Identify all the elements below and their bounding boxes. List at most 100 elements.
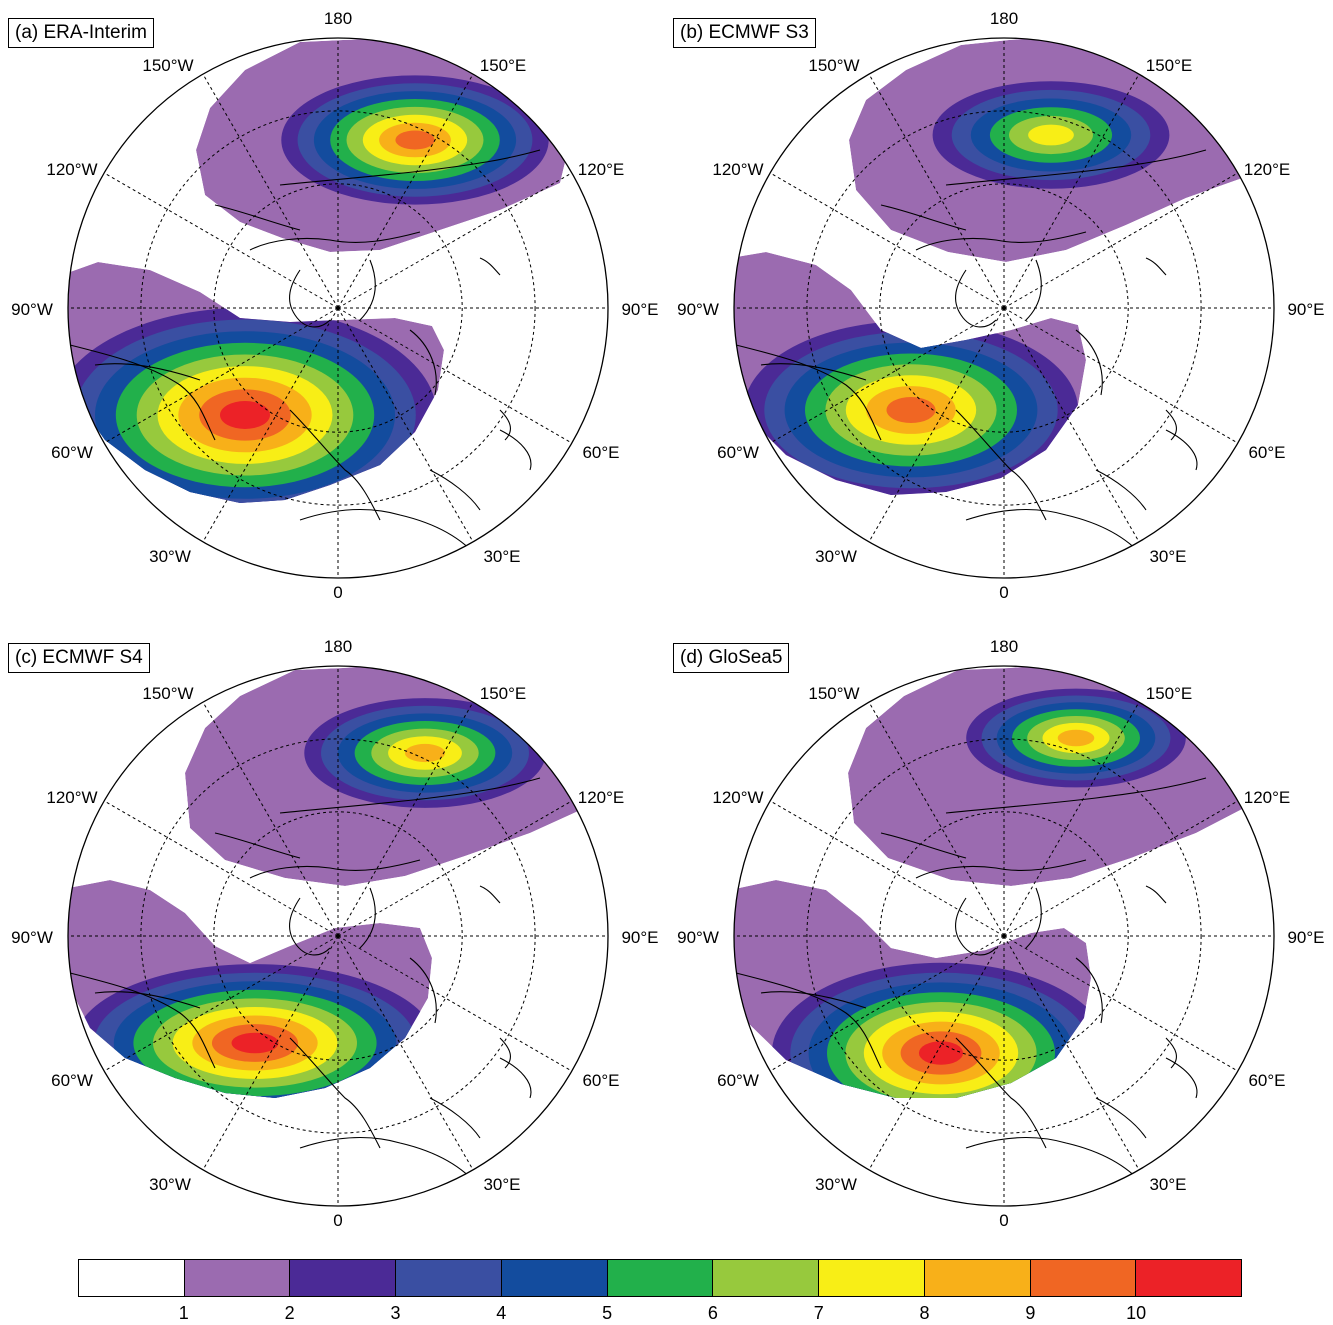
panel-title-b: (b) ECMWF S3 xyxy=(673,18,816,48)
coastline xyxy=(1075,957,1103,1024)
polar-map-b: 180 0 90°W 90°E 150°W 120°W 150°E 120°E 60°W 30°W… xyxy=(677,9,1324,602)
longitude-label: 90°E xyxy=(1287,300,1324,319)
longitude-label: 150°W xyxy=(142,684,193,703)
longitude-label: 90°W xyxy=(11,300,53,319)
map-panel-d: 180 0 90°W 90°E 150°W 120°W 150°E 120°E 60°W 30°W… xyxy=(666,628,1332,1248)
coastline xyxy=(359,887,376,949)
colorbar-tick-label: 3 xyxy=(390,1303,401,1323)
meridian-line xyxy=(337,172,573,309)
longitude-label: 150°W xyxy=(142,56,193,75)
coastline xyxy=(955,1037,1047,1149)
coastline xyxy=(479,257,501,276)
longitude-label: 30°E xyxy=(1149,547,1186,566)
coastline xyxy=(409,329,437,396)
jet-contours xyxy=(734,38,1256,495)
meridian-line xyxy=(337,307,474,543)
longitude-label: 120°E xyxy=(578,160,625,179)
colorbar-tick-label: 8 xyxy=(919,1303,930,1323)
longitude-label: 150°E xyxy=(480,56,527,75)
coastline xyxy=(1095,1097,1147,1139)
meridian-line xyxy=(868,701,1005,937)
colorbar-tick-label: 4 xyxy=(496,1303,507,1323)
map-panel-c: 180 0 90°W 90°E 150°W 120°W 150°E 120°E 60°W 30°W… xyxy=(0,628,666,1248)
coastline xyxy=(945,149,1207,186)
map-boundary xyxy=(67,37,609,579)
colorbar-tick-label: 10 xyxy=(1126,1303,1147,1323)
jet-contours xyxy=(68,666,588,1098)
colorbar-swatch-0 xyxy=(79,1260,185,1296)
longitude-label: 30°E xyxy=(483,1175,520,1194)
coastline xyxy=(279,149,541,186)
coastline xyxy=(1165,409,1177,441)
longitude-label: 30°E xyxy=(1149,1175,1186,1194)
latitude-circle xyxy=(213,811,463,1061)
colorbar-swatch-9 xyxy=(1030,1260,1137,1296)
coastline xyxy=(299,1137,481,1189)
coastline xyxy=(915,859,1087,879)
latitude-circle xyxy=(879,183,1129,433)
map-panel-b: 180 0 90°W 90°E 150°W 120°W 150°E 120°E 60°W 30°W… xyxy=(666,0,1332,620)
longitude-label: 90°E xyxy=(621,300,658,319)
colorbar-swatch-10 xyxy=(1136,1260,1242,1296)
graticule xyxy=(68,666,608,1206)
longitude-label: 90°W xyxy=(677,928,719,947)
longitude-label: 150°W xyxy=(808,56,859,75)
longitude-label: 180 xyxy=(324,9,352,28)
atlantic-jet-band-10 xyxy=(918,1041,964,1065)
longitude-label: 60°W xyxy=(717,443,759,462)
coastline xyxy=(1025,259,1042,321)
longitude-label: 120°E xyxy=(1244,160,1291,179)
colorbar-tick-label: 1 xyxy=(178,1303,189,1323)
meridian-line xyxy=(202,935,339,1171)
longitude-label: 180 xyxy=(990,9,1018,28)
longitude-label: 90°W xyxy=(11,928,53,947)
meridian-line xyxy=(769,172,1005,309)
meridian-line xyxy=(337,800,573,937)
latitude-circle xyxy=(140,110,536,506)
coastline xyxy=(1145,257,1167,276)
meridian-line xyxy=(337,935,474,1171)
coastline xyxy=(915,231,1087,251)
longitude-label: 150°E xyxy=(1146,56,1193,75)
meridian-line xyxy=(1003,701,1140,937)
longitude-label: 90°E xyxy=(621,928,658,947)
meridian-line xyxy=(1003,800,1239,937)
meridian-line xyxy=(337,935,573,1072)
longitude-label: 60°E xyxy=(582,1071,619,1090)
meridian-line xyxy=(103,172,339,309)
coastline xyxy=(945,777,1207,814)
meridian-line xyxy=(337,307,573,444)
latitude-circle xyxy=(213,183,463,433)
latitude-circle xyxy=(806,110,1202,506)
coastline xyxy=(359,259,376,321)
latitude-circle xyxy=(806,738,1202,1134)
coastline xyxy=(1025,887,1042,949)
panel-title-a: (a) ERA-Interim xyxy=(8,18,154,48)
graticule xyxy=(68,38,608,578)
meridian-line xyxy=(202,701,339,937)
colorbar-tick-label: 6 xyxy=(707,1303,718,1323)
meridian-line xyxy=(868,73,1005,309)
coastline xyxy=(94,991,201,1009)
meridian-line xyxy=(202,307,339,543)
longitude-label: 120°E xyxy=(578,788,625,807)
longitude-label: 150°W xyxy=(808,684,859,703)
pacific-jet-band-7 xyxy=(1028,124,1074,146)
coastline xyxy=(289,897,331,956)
colorbar-tick-label: 9 xyxy=(1025,1303,1036,1323)
coastline xyxy=(499,409,511,441)
coastline xyxy=(955,897,997,956)
meridian-line xyxy=(868,307,1005,543)
meridian-line xyxy=(1003,307,1140,543)
latitude-circle xyxy=(879,811,1129,1061)
coastline xyxy=(214,204,301,231)
meridian-line xyxy=(103,800,339,937)
longitude-label: 90°E xyxy=(1287,928,1324,947)
map-panel-a: 180 0 90°W 90°E 150°W 120°W 150°E 120°E 60°W 30°W… xyxy=(0,0,666,620)
longitude-label: 60°W xyxy=(717,1071,759,1090)
coastline xyxy=(1165,429,1198,471)
colorbar-swatch-4 xyxy=(501,1260,608,1296)
coastline xyxy=(69,972,216,1069)
longitude-label: 150°E xyxy=(1146,684,1193,703)
atlantic-jet-band-10 xyxy=(231,1032,279,1054)
